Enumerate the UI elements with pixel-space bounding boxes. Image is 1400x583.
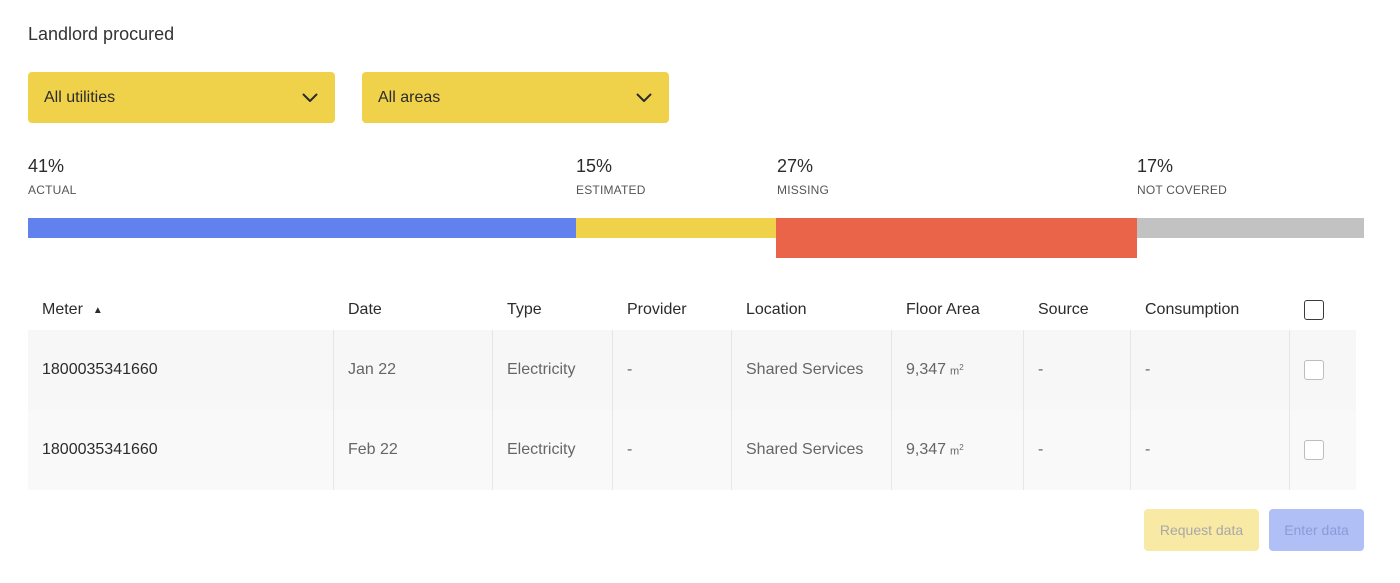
table-row[interactable]: 1800035341660 Feb 22 Electricity - Share… <box>28 410 1356 490</box>
utilities-dropdown[interactable]: All utilities <box>28 72 335 123</box>
coverage-bar-estimated <box>576 218 776 238</box>
cell-floor-area: 9,347 m2 <box>892 330 1024 410</box>
stat-missing-percent: 27% <box>777 156 814 176</box>
stat-missing-label: MISSING <box>777 183 830 197</box>
cell-type: Electricity <box>493 410 613 490</box>
cell-source: - <box>1024 330 1131 410</box>
areas-dropdown-value: All areas <box>378 88 441 106</box>
row-checkbox[interactable] <box>1304 360 1324 380</box>
select-all-cell <box>1290 290 1356 330</box>
column-header-provider[interactable]: Provider <box>627 301 687 318</box>
request-data-button[interactable]: Request data <box>1144 509 1259 551</box>
cell-source: - <box>1024 410 1131 490</box>
column-header-type[interactable]: Type <box>507 301 542 318</box>
table-header-row: Meter ▲ Date Type Provider Location Floo… <box>28 290 1356 330</box>
select-all-checkbox[interactable] <box>1304 300 1324 320</box>
coverage-bar-not-covered <box>1137 218 1364 238</box>
cell-provider: - <box>613 410 732 490</box>
stat-actual-label: ACTUAL <box>28 183 77 197</box>
column-header-consumption[interactable]: Consumption <box>1145 301 1240 318</box>
meter-table: Meter ▲ Date Type Provider Location Floo… <box>28 290 1356 490</box>
enter-data-button[interactable]: Enter data <box>1269 509 1364 551</box>
cell-meter: 1800035341660 <box>28 330 334 410</box>
section-title: Landlord procured <box>28 24 175 44</box>
floor-area-unit: m2 <box>950 362 964 378</box>
floor-area-value: 9,347 <box>906 361 947 378</box>
cell-floor-area: 9,347 m2 <box>892 410 1024 490</box>
utilities-dropdown-value: All utilities <box>44 88 116 106</box>
cell-location: Shared Services <box>732 330 892 410</box>
column-header-floor-area[interactable]: Floor Area <box>906 301 980 318</box>
cell-type: Electricity <box>493 330 613 410</box>
coverage-bar-missing[interactable] <box>776 218 1137 258</box>
row-checkbox[interactable] <box>1304 440 1324 460</box>
chevron-down-icon <box>635 89 653 107</box>
column-header-date[interactable]: Date <box>348 301 382 318</box>
areas-dropdown[interactable]: All areas <box>362 72 669 123</box>
stat-not-covered-label: NOT COVERED <box>1137 183 1227 197</box>
cell-date: Jan 22 <box>334 330 493 410</box>
stat-estimated: 15% ESTIMATED <box>576 156 646 197</box>
stat-estimated-percent: 15% <box>576 156 613 176</box>
stat-not-covered-percent: 17% <box>1137 156 1174 176</box>
column-header-meter-label: Meter <box>42 301 83 318</box>
cell-select <box>1290 330 1356 410</box>
cell-consumption: - <box>1131 330 1290 410</box>
cell-meter: 1800035341660 <box>28 410 334 490</box>
column-header-location[interactable]: Location <box>746 301 807 318</box>
stat-actual-percent: 41% <box>28 156 65 176</box>
coverage-bar-actual <box>28 218 576 238</box>
column-header-meter[interactable]: Meter ▲ <box>28 290 334 330</box>
chevron-down-icon <box>301 89 319 107</box>
cell-consumption: - <box>1131 410 1290 490</box>
floor-area-unit: m2 <box>950 442 964 458</box>
column-header-source[interactable]: Source <box>1038 301 1089 318</box>
floor-area-value: 9,347 <box>906 441 947 458</box>
stat-estimated-label: ESTIMATED <box>576 183 646 197</box>
table-row[interactable]: 1800035341660 Jan 22 Electricity - Share… <box>28 330 1356 410</box>
cell-provider: - <box>613 330 732 410</box>
sort-ascending-icon: ▲ <box>92 304 103 316</box>
cell-date: Feb 22 <box>334 410 493 490</box>
cell-location: Shared Services <box>732 410 892 490</box>
stat-missing: 27% MISSING <box>777 156 829 197</box>
stat-not-covered: 17% NOT COVERED <box>1137 156 1227 197</box>
cell-select <box>1290 410 1356 490</box>
stat-actual: 41% ACTUAL <box>28 156 77 197</box>
